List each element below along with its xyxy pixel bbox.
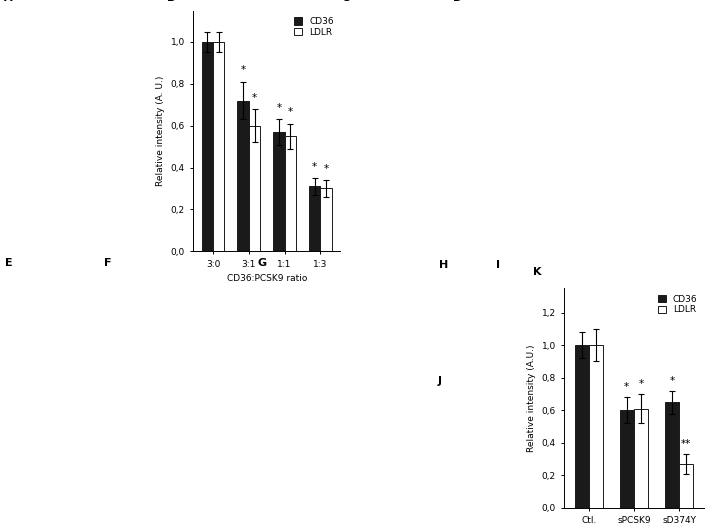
Text: G: G: [258, 258, 267, 268]
Bar: [589, 345, 604, 508]
Bar: [664, 402, 679, 508]
Bar: [238, 101, 249, 251]
X-axis label: CD36:PCSK9 ratio: CD36:PCSK9 ratio: [226, 274, 307, 283]
Text: *: *: [639, 379, 644, 389]
Legend: CD36, LDLR: CD36, LDLR: [656, 293, 700, 316]
Text: A: A: [4, 0, 12, 3]
Bar: [274, 132, 285, 251]
Bar: [320, 188, 332, 251]
Text: F: F: [105, 258, 112, 268]
Text: *: *: [288, 107, 293, 117]
Text: *: *: [669, 376, 674, 386]
Text: D: D: [453, 0, 462, 3]
Text: **: **: [681, 439, 692, 449]
Legend: CD36, LDLR: CD36, LDLR: [292, 15, 336, 39]
Bar: [285, 136, 296, 251]
Text: C: C: [342, 0, 349, 3]
Text: *: *: [276, 103, 281, 113]
Bar: [249, 126, 261, 251]
Text: *: *: [241, 66, 246, 76]
Bar: [679, 464, 694, 508]
Text: *: *: [312, 162, 317, 172]
Text: *: *: [624, 382, 629, 393]
Bar: [309, 186, 320, 251]
Bar: [574, 345, 589, 508]
Bar: [202, 42, 213, 251]
Text: J: J: [438, 376, 442, 386]
Bar: [619, 411, 634, 508]
Text: E: E: [5, 258, 13, 268]
Text: *: *: [252, 93, 257, 103]
Bar: [634, 408, 649, 508]
Text: K: K: [533, 267, 542, 277]
Text: *: *: [324, 164, 329, 174]
Text: B: B: [167, 0, 175, 3]
Y-axis label: Relative intensity (A.U.): Relative intensity (A.U.): [527, 344, 536, 452]
Text: I: I: [496, 260, 500, 270]
Text: H: H: [439, 260, 448, 270]
Y-axis label: Relative intensity (A. U.): Relative intensity (A. U.): [156, 76, 165, 186]
Bar: [213, 42, 225, 251]
